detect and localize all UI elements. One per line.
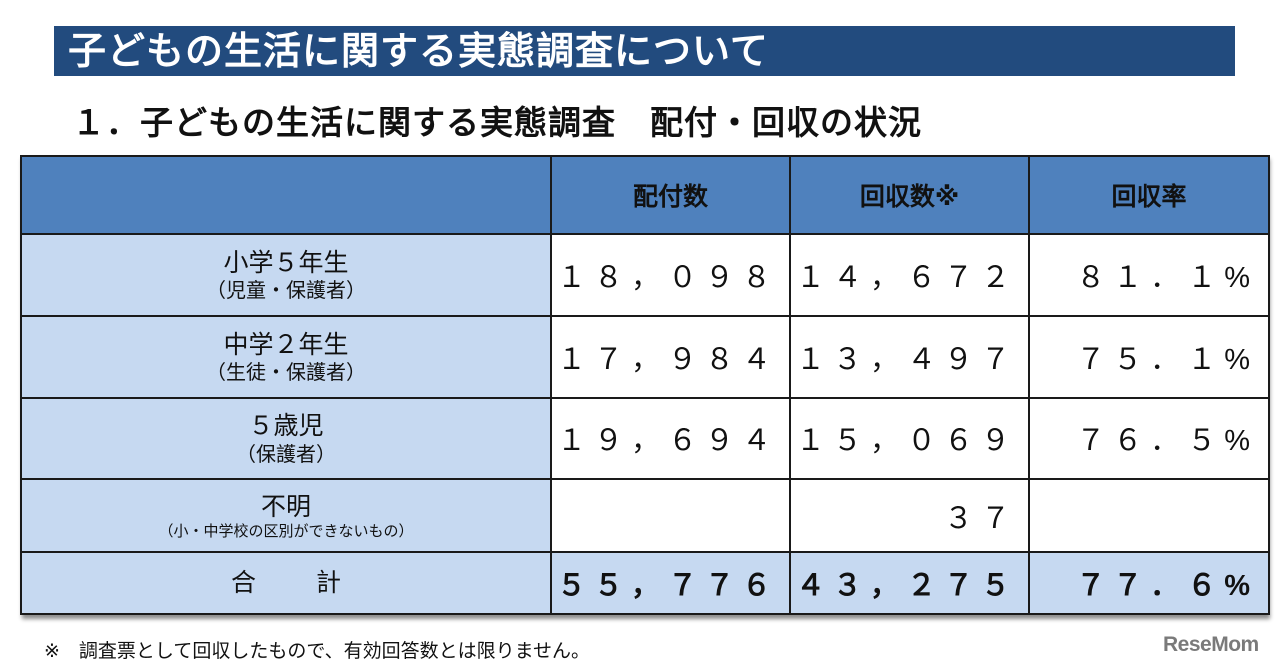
- section-subtitle: １．子どもの生活に関する実態調査 配付・回収の状況: [72, 103, 922, 142]
- row-sublabel: （児童・保護者）: [206, 278, 366, 302]
- total-label-cell: 合計: [20, 551, 552, 615]
- total-collected-cell: ４３，２７５: [789, 551, 1030, 615]
- collected-cell: １３，４９７: [789, 314, 1030, 399]
- distributed-cell: １７，９８４: [550, 314, 791, 399]
- table-row: 中学２年生 （生徒・保護者） １７，９８４ １３，４９７ ７５．１%: [20, 314, 1270, 399]
- row-label-cell: 中学２年生 （生徒・保護者）: [20, 314, 552, 399]
- header-distributed: 配付数: [550, 155, 791, 235]
- row-label: 中学２年生: [223, 329, 349, 359]
- total-distributed-cell: ５５，７７６: [550, 551, 791, 615]
- total-label: 合計: [230, 568, 401, 598]
- row-label: 小学５年生: [223, 247, 349, 277]
- rate-cell: ７６．５%: [1028, 396, 1270, 481]
- header-rate: 回収率: [1028, 155, 1270, 235]
- table-header-row: 配付数 回収数※ 回収率: [20, 155, 1270, 235]
- distributed-cell: １９，６９４: [550, 396, 791, 481]
- header-collected: 回収数※: [789, 155, 1030, 235]
- distributed-cell: [550, 478, 791, 554]
- row-label: ５歳児: [248, 411, 324, 441]
- table-row: 小学５年生 （児童・保護者） １８，０９８ １４，６７２ ８１．１%: [20, 233, 1270, 317]
- survey-table-container: 配付数 回収数※ 回収率 小学５年生 （児童・保護者） １８，０９８ １４，６７…: [20, 155, 1270, 615]
- rate-cell: ７５．１%: [1028, 314, 1270, 399]
- row-label-cell: 小学５年生 （児童・保護者）: [20, 233, 552, 317]
- collected-cell: １４，６７２: [789, 233, 1030, 317]
- header-blank: [20, 155, 552, 235]
- survey-distribution-table: 配付数 回収数※ 回収率 小学５年生 （児童・保護者） １８，０９８ １４，６７…: [20, 155, 1270, 615]
- row-sublabel: （保護者）: [236, 441, 336, 466]
- row-sublabel: （小・中学校の区別ができないもの）: [158, 521, 414, 540]
- total-rate-cell: ７７．６%: [1028, 551, 1270, 615]
- rate-cell: [1028, 478, 1270, 554]
- row-label-cell: ５歳児 （保護者）: [20, 396, 552, 481]
- total-row: 合計 ５５，７７６ ４３，２７５ ７７．６%: [20, 551, 1270, 615]
- rate-cell: ８１．１%: [1028, 233, 1270, 317]
- collected-cell: １５，０６９: [789, 396, 1030, 481]
- row-label: 不明: [260, 491, 311, 521]
- footnote: ※ 調査票として回収したもので、有効回答数とは限りません。: [44, 640, 591, 662]
- row-label-cell: 不明 （小・中学校の区別ができないもの）: [20, 478, 552, 554]
- collected-cell: ３７: [789, 478, 1030, 554]
- distributed-cell: １８，０９８: [550, 233, 791, 317]
- table-row: 不明 （小・中学校の区別ができないもの） ３７: [20, 478, 1270, 554]
- resemom-logo: ReseMom: [1163, 633, 1259, 656]
- table-row: ５歳児 （保護者） １９，６９４ １５，０６９ ７６．５%: [20, 396, 1270, 481]
- row-sublabel: （生徒・保護者）: [206, 359, 366, 384]
- page-banner-title: 子どもの生活に関する実態調査について: [54, 26, 1235, 76]
